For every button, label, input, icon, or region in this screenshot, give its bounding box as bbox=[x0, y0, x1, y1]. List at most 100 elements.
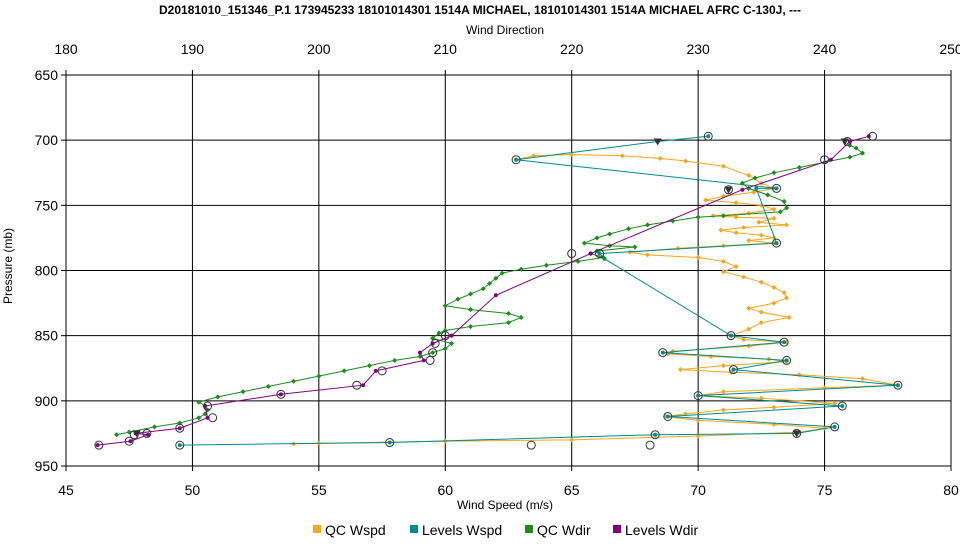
y-axis-label: Pressure (mb) bbox=[1, 228, 15, 304]
bottom-axis-label: Wind Speed (m/s) bbox=[457, 498, 553, 512]
open-circle-marker bbox=[693, 391, 703, 401]
open-circle-marker bbox=[124, 436, 134, 446]
data-point-levels-wspd bbox=[514, 157, 519, 162]
data-point-levels-wdir bbox=[828, 157, 833, 162]
data-point-qc-wdir bbox=[581, 240, 587, 246]
data-point-qc-wspd bbox=[569, 151, 575, 158]
open-circle-marker bbox=[276, 389, 286, 399]
x-top-tick-label: 230 bbox=[686, 41, 710, 57]
data-point-qc-wdir bbox=[784, 205, 790, 211]
open-circle-marker bbox=[779, 337, 789, 347]
data-point-qc-wdir bbox=[777, 209, 783, 215]
data-point-qc-wdir bbox=[430, 350, 436, 356]
data-point-qc-wdir bbox=[505, 310, 512, 317]
data-point-qc-wspd bbox=[695, 254, 701, 261]
data-point-levels-wdir bbox=[373, 368, 378, 373]
y-tick-label: 750 bbox=[35, 197, 59, 213]
data-point-qc-wdir bbox=[847, 154, 853, 160]
x-bottom-tick-label: 75 bbox=[817, 482, 833, 498]
open-circle-marker bbox=[820, 155, 830, 165]
data-point-qc-wspd bbox=[718, 227, 724, 233]
data-point-levels-wspd bbox=[731, 367, 736, 372]
data-point-qc-wspd bbox=[619, 153, 625, 159]
open-circle-marker bbox=[511, 155, 521, 165]
data-point-qc-wdir bbox=[626, 226, 632, 232]
data-point-qc-wdir bbox=[645, 222, 651, 228]
x-top-tick-label: 240 bbox=[813, 41, 837, 57]
data-point-qc-wdir bbox=[518, 314, 524, 320]
open-circle-marker bbox=[595, 249, 605, 259]
x-top-tick-label: 180 bbox=[54, 41, 78, 57]
data-point-qc-wdir bbox=[442, 346, 448, 352]
data-point-qc-wdir bbox=[752, 175, 758, 181]
data-point-qc-wspd bbox=[771, 215, 777, 221]
data-point-qc-wdir bbox=[739, 180, 745, 186]
data-point-qc-wdir bbox=[114, 432, 120, 438]
x-bottom-tick-label: 50 bbox=[185, 482, 201, 498]
open-circle-marker bbox=[203, 401, 213, 411]
data-point-qc-wdir bbox=[594, 235, 600, 241]
data-point-qc-wspd bbox=[771, 300, 777, 306]
data-point-levels-wspd bbox=[660, 350, 665, 355]
data-point-qc-wspd bbox=[758, 309, 764, 315]
data-point-qc-wspd bbox=[832, 400, 838, 406]
data-point-qc-wdir bbox=[366, 363, 372, 369]
open-circle-marker bbox=[430, 338, 440, 348]
series-line-levels-wspd bbox=[179, 135, 898, 446]
data-point-qc-wdir bbox=[215, 394, 221, 400]
data-point-qc-wspd bbox=[758, 232, 764, 238]
x-top-tick-label: 210 bbox=[434, 41, 458, 57]
open-circle-marker bbox=[208, 413, 218, 423]
open-circle-marker bbox=[703, 131, 713, 141]
axis-ticks: 650 700 750 800 850 900 950 45 50 55 60 65 70 75 80 180… bbox=[35, 41, 960, 498]
data-point-qc-wdir bbox=[765, 192, 771, 198]
triangle-marker bbox=[724, 186, 733, 194]
marker-group bbox=[94, 131, 903, 450]
open-circle-marker bbox=[352, 380, 362, 390]
data-point-levels-wspd bbox=[754, 186, 759, 191]
data-point-qc-wspd bbox=[720, 407, 726, 413]
data-point-levels-wdir bbox=[493, 293, 498, 298]
data-point-qc-wdir bbox=[341, 368, 347, 374]
data-point-qc-wdir bbox=[468, 291, 474, 297]
data-point-qc-wspd bbox=[771, 206, 777, 212]
data-point-levels-wdir bbox=[361, 383, 366, 388]
data-point-levels-wspd bbox=[653, 432, 658, 437]
triangle-marker bbox=[840, 138, 849, 146]
data-point-qc-wspd bbox=[746, 210, 752, 216]
data-point-qc-wspd bbox=[771, 284, 777, 290]
data-point-qc-wspd bbox=[784, 222, 790, 228]
data-point-qc-wdir bbox=[265, 383, 271, 390]
chart-title: D20181010_151346_P.1 173945233 181010143… bbox=[159, 3, 801, 17]
y-tick-label: 650 bbox=[35, 67, 59, 83]
data-point-levels-wdir bbox=[128, 439, 133, 444]
data-point-qc-wspd bbox=[781, 290, 787, 296]
data-point-levels-wspd bbox=[832, 424, 837, 429]
open-circle-marker bbox=[650, 430, 660, 440]
data-point-qc-wspd bbox=[733, 230, 739, 236]
data-point-levels-wspd bbox=[706, 134, 711, 139]
x-bottom-tick-label: 65 bbox=[564, 482, 580, 498]
legend-swatch bbox=[613, 525, 621, 533]
data-point-qc-wspd bbox=[733, 264, 739, 270]
data-point-qc-wspd bbox=[657, 155, 663, 161]
open-circle-marker bbox=[772, 183, 782, 193]
y-tick-label: 850 bbox=[35, 328, 59, 344]
data-point-qc-wspd bbox=[784, 295, 790, 301]
data-point-levels-wdir bbox=[449, 333, 454, 338]
data-point-qc-wspd bbox=[746, 172, 752, 178]
open-circle-marker bbox=[94, 440, 104, 450]
data-point-qc-wspd bbox=[675, 245, 681, 251]
open-circle-marker bbox=[425, 355, 435, 365]
data-point-qc-wdir bbox=[632, 244, 638, 250]
x-bottom-tick-label: 80 bbox=[943, 482, 959, 498]
data-point-qc-wspd bbox=[741, 224, 747, 231]
data-point-qc-wdir bbox=[499, 270, 505, 276]
open-circle-marker bbox=[658, 348, 668, 358]
data-point-qc-wspd bbox=[645, 252, 651, 258]
data-point-qc-wdir bbox=[442, 303, 448, 309]
open-circle-marker bbox=[175, 423, 185, 433]
x-bottom-tick-label: 60 bbox=[437, 482, 453, 498]
